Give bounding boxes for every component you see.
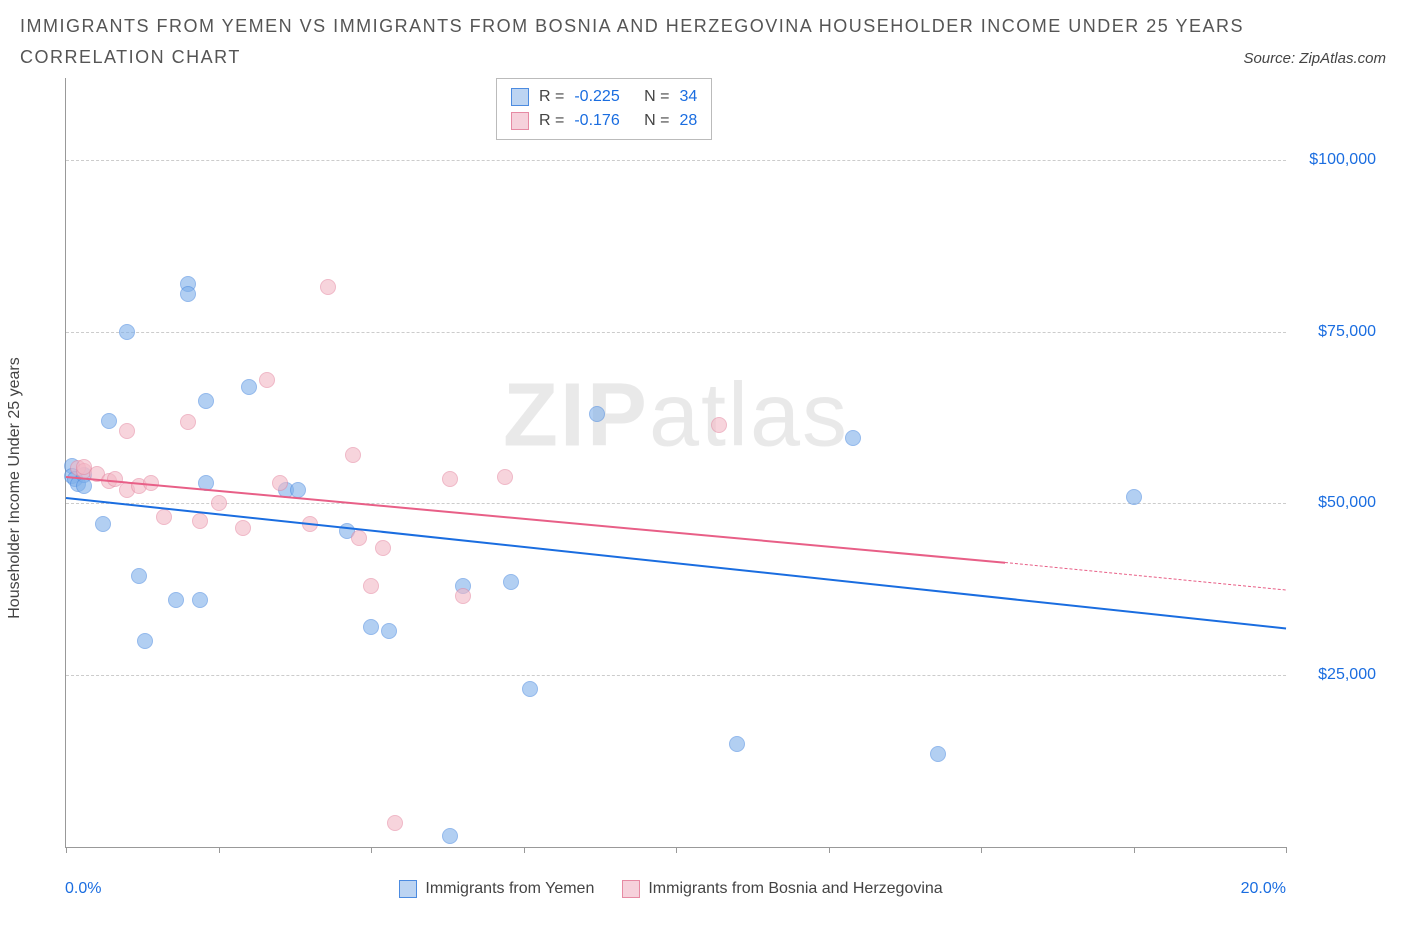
- n-label-a: N =: [644, 85, 669, 109]
- legend-swatch-b-icon: [622, 880, 640, 898]
- data-point-a: [180, 286, 196, 302]
- data-point-a: [729, 736, 745, 752]
- xtick: [1286, 847, 1287, 853]
- data-point-a: [290, 482, 306, 498]
- data-point-b: [442, 471, 458, 487]
- data-point-a: [522, 681, 538, 697]
- legend-items: Immigrants from Yemen Immigrants from Bo…: [399, 880, 942, 898]
- data-point-a: [363, 619, 379, 635]
- data-point-a: [930, 746, 946, 762]
- legend-swatch-a-icon: [399, 880, 417, 898]
- data-point-b: [259, 372, 275, 388]
- data-point-b: [363, 578, 379, 594]
- data-point-b: [211, 495, 227, 511]
- stats-row-a: R = -0.225 N = 34: [511, 85, 697, 109]
- data-point-a: [137, 633, 153, 649]
- data-point-b: [272, 475, 288, 491]
- r-value-b: -0.176: [574, 109, 619, 133]
- data-point-a: [119, 324, 135, 340]
- n-value-a: 34: [680, 85, 698, 109]
- swatch-a-icon: [511, 88, 529, 106]
- legend-label-b: Immigrants from Bosnia and Herzegovina: [648, 880, 942, 898]
- data-point-a: [168, 592, 184, 608]
- data-point-a: [381, 623, 397, 639]
- trend-line: [66, 497, 1286, 629]
- legend-item-b: Immigrants from Bosnia and Herzegovina: [622, 880, 942, 898]
- data-point-a: [1126, 489, 1142, 505]
- chart-subtitle: CORRELATION CHART: [20, 47, 241, 68]
- watermark-light: atlas: [649, 366, 849, 466]
- ytick-label: $50,000: [1296, 494, 1376, 512]
- gridline-h: [66, 503, 1286, 504]
- data-point-b: [180, 414, 196, 430]
- data-point-a: [442, 828, 458, 844]
- legend-label-a: Immigrants from Yemen: [425, 880, 594, 898]
- n-value-b: 28: [680, 109, 698, 133]
- ytick-label: $75,000: [1296, 323, 1376, 341]
- n-label-b: N =: [644, 109, 669, 133]
- data-point-b: [375, 540, 391, 556]
- r-label-b: R =: [539, 109, 564, 133]
- trend-line: [1005, 562, 1286, 590]
- data-point-b: [711, 417, 727, 433]
- r-label-a: R =: [539, 85, 564, 109]
- plot-area: ZIPatlas R = -0.225 N = 34 R = -0.176 N …: [65, 78, 1286, 848]
- y-axis-label: Householder Income Under 25 years: [6, 357, 24, 618]
- data-point-a: [101, 413, 117, 429]
- data-point-b: [455, 588, 471, 604]
- legend-item-a: Immigrants from Yemen: [399, 880, 594, 898]
- ytick-label: $100,000: [1296, 151, 1376, 169]
- stats-row-b: R = -0.176 N = 28: [511, 109, 697, 133]
- data-point-a: [198, 393, 214, 409]
- stats-box: R = -0.225 N = 34 R = -0.176 N = 28: [496, 78, 712, 140]
- data-point-a: [76, 478, 92, 494]
- swatch-b-icon: [511, 112, 529, 130]
- watermark: ZIPatlas: [503, 365, 849, 468]
- xtick: [1134, 847, 1135, 853]
- data-point-b: [320, 279, 336, 295]
- r-value-a: -0.225: [574, 85, 619, 109]
- data-point-a: [192, 592, 208, 608]
- gridline-h: [66, 160, 1286, 161]
- subtitle-row: CORRELATION CHART Source: ZipAtlas.com: [20, 47, 1386, 68]
- source-label: Source: ZipAtlas.com: [1243, 50, 1386, 67]
- data-point-a: [845, 430, 861, 446]
- header: IMMIGRANTS FROM YEMEN VS IMMIGRANTS FROM…: [0, 0, 1406, 68]
- chart-container: Householder Income Under 25 years ZIPatl…: [20, 78, 1386, 898]
- data-point-b: [192, 513, 208, 529]
- data-point-b: [497, 469, 513, 485]
- data-point-b: [119, 423, 135, 439]
- xtick: [524, 847, 525, 853]
- data-point-a: [131, 568, 147, 584]
- data-point-b: [387, 815, 403, 831]
- xtick: [66, 847, 67, 853]
- xtick: [219, 847, 220, 853]
- xtick: [371, 847, 372, 853]
- x-min-label: 0.0%: [65, 880, 101, 898]
- data-point-b: [351, 530, 367, 546]
- data-point-a: [503, 574, 519, 590]
- gridline-h: [66, 675, 1286, 676]
- data-point-b: [345, 447, 361, 463]
- xtick: [829, 847, 830, 853]
- watermark-bold: ZIP: [503, 366, 649, 466]
- data-point-a: [241, 379, 257, 395]
- xtick: [981, 847, 982, 853]
- ytick-label: $25,000: [1296, 666, 1376, 684]
- data-point-a: [95, 516, 111, 532]
- chart-title: IMMIGRANTS FROM YEMEN VS IMMIGRANTS FROM…: [20, 12, 1386, 41]
- bottom-legend: 0.0% Immigrants from Yemen Immigrants fr…: [65, 880, 1286, 898]
- gridline-h: [66, 332, 1286, 333]
- xtick: [676, 847, 677, 853]
- data-point-b: [156, 509, 172, 525]
- data-point-a: [589, 406, 605, 422]
- data-point-b: [235, 520, 251, 536]
- x-max-label: 20.0%: [1241, 880, 1286, 898]
